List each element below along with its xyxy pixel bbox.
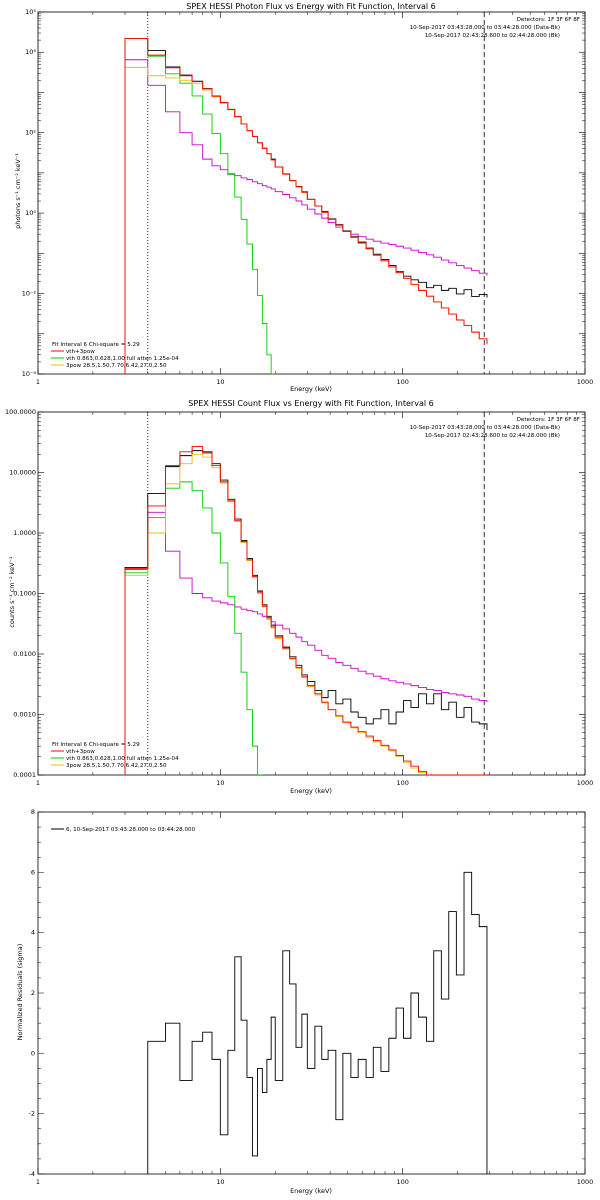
count-flux-legend: Fit Interval 6 Chi-square = 5.29 vth+3po… xyxy=(52,742,179,769)
series-vth xyxy=(124,481,263,775)
count-flux-legend-vth-3pow: vth+3pow xyxy=(66,749,95,755)
photon-flux-ylabel: photons s⁻¹ cm⁻² keV⁻¹ xyxy=(14,153,22,229)
y-tick-label: 10⁻² xyxy=(22,290,37,298)
series-6-10-sep-2017-03-43-28-000-to-03-44-28-000 xyxy=(147,871,488,1174)
x-tick-label: 1000 xyxy=(577,1178,594,1186)
count-flux-info: Detectors: 1F 3F 6F 8F 10-Sep-2017 03:43… xyxy=(410,417,580,439)
series-data xyxy=(124,37,488,374)
plot-frame xyxy=(37,11,586,375)
x-tick-label: 1 xyxy=(36,378,40,386)
photon-flux-legend-3pow: 3pow 28.5,1.50,7.70,6.42,27.0,2.50 xyxy=(66,363,167,369)
count-flux-legend-3pow: 3pow 28.5,1.50,7.70,6.42,27.0,2.50 xyxy=(66,763,167,769)
plot-frame xyxy=(37,811,586,1175)
count-flux-data-interval: 10-Sep-2017 03:43:28.000 to 03:44:28.000… xyxy=(410,425,560,431)
x-tick-label: 100 xyxy=(396,378,408,386)
photon-flux-legend-vth-3pow: vth+3pow xyxy=(66,349,95,355)
residuals-panel: Normalized Residuals (sigma) Energy (keV… xyxy=(16,827,332,1195)
residuals-xlabel: Energy (keV) xyxy=(290,1187,332,1195)
series-group xyxy=(147,871,488,1174)
series-data xyxy=(124,450,488,775)
count-flux-bk-interval: 10-Sep-2017 02:43:28.600 to 02:44:28.000… xyxy=(425,433,560,439)
residuals-legend-label: 6, 10-Sep-2017 03:43:28.000 to 03:44:28.… xyxy=(66,827,196,833)
series-background xyxy=(124,511,488,775)
residuals-ylabel: Normalized Residuals (sigma) xyxy=(16,944,24,1041)
y-tick-label: 0.1000 xyxy=(13,590,36,598)
x-tick-label: 10 xyxy=(216,1178,224,1186)
y-tick-label: 10² xyxy=(25,129,36,137)
y-tick-label: 8 xyxy=(31,808,35,816)
photon-flux-detectors: Detectors: 1F 3F 6F 8F xyxy=(517,17,580,23)
plot-1: 1 10 100 1000 0.0001 0.0010 0.0100 0.1000 1.0000… xyxy=(5,408,593,787)
x-tick-label: 1000 xyxy=(577,779,594,787)
photon-flux-legend-vth: vth 0.863,0.628,1.00 full atten 1.25e-04 xyxy=(66,356,179,362)
photon-flux-panel: SPEX HESSI Photon Flux vs Energy with Fi… xyxy=(14,2,580,393)
x-tick-label: 1 xyxy=(36,1178,40,1186)
photon-flux-legend: Fit Interval 6 Chi-square = 5.29 vth+3po… xyxy=(52,342,179,369)
y-tick-label: 10⁰ xyxy=(25,209,36,217)
count-flux-panel: SPEX HESSI Count Flux vs Energy with Fit… xyxy=(8,399,580,795)
y-tick-label: 4 xyxy=(31,929,35,937)
y-tick-label: -4 xyxy=(29,1170,35,1178)
plot-2: 1 10 100 1000 -4 -2 0 2 4 6 8 xyxy=(29,808,594,1186)
x-tick-label: 1 xyxy=(36,779,40,787)
y-tick-label: 6 xyxy=(31,868,35,876)
x-tick-label: 10 xyxy=(216,779,224,787)
x-tick-label: 10 xyxy=(216,378,224,386)
plot-frame xyxy=(37,411,586,776)
y-tick-label: 10⁻⁴ xyxy=(22,370,37,378)
series-3pow xyxy=(124,453,487,775)
series-vth xyxy=(124,37,276,374)
x-tick-label: 1000 xyxy=(577,378,594,386)
count-flux-title: SPEX HESSI Count Flux vs Energy with Fit… xyxy=(188,399,433,408)
y-tick-label: 100.0000 xyxy=(5,408,36,416)
count-flux-legend-vth: vth 0.863,0.628,1.00 full atten 1.25e-04 xyxy=(66,756,179,762)
series-group xyxy=(124,445,488,775)
residuals-legend: 6, 10-Sep-2017 03:43:28.000 to 03:44:28.… xyxy=(66,827,196,833)
photon-flux-info: Detectors: 1F 3F 6F 8F 10-Sep-2017 03:43… xyxy=(410,17,580,39)
y-tick-label: 10⁴ xyxy=(25,48,36,56)
y-tick-label: 0.0010 xyxy=(13,711,36,719)
photon-flux-title: SPEX HESSI Photon Flux vs Energy with Fi… xyxy=(186,2,436,11)
y-tick-label: 10⁵ xyxy=(25,8,36,16)
y-tick-label: 1.0000 xyxy=(13,529,36,537)
series-vth-3pow xyxy=(124,445,487,775)
count-flux-xlabel: Energy (keV) xyxy=(290,787,332,795)
plot-0: 1 10 100 1000 10⁻⁴ 10⁻² 10⁰ 10² 10⁴ 10⁵ xyxy=(22,8,594,386)
y-tick-label: 10.0000 xyxy=(9,469,36,477)
count-flux-legend-header: Fit Interval 6 Chi-square = 5.29 xyxy=(52,742,140,748)
y-tick-label: -2 xyxy=(29,1110,35,1118)
photon-flux-xlabel: Energy (keV) xyxy=(290,385,332,393)
series-group xyxy=(124,37,488,374)
series-vth-3pow xyxy=(124,37,488,374)
y-tick-label: 0 xyxy=(31,1049,35,1057)
photon-flux-data-interval: 10-Sep-2017 03:43:28.000 to 03:44:28.000… xyxy=(410,25,560,31)
series-background xyxy=(124,59,488,374)
x-tick-label: 100 xyxy=(396,1178,408,1186)
photon-flux-legend-header: Fit Interval 6 Chi-square = 5.29 xyxy=(52,342,140,348)
series-3pow xyxy=(124,66,488,374)
count-flux-ylabel: counts s⁻¹ cm⁻² keV⁻¹ xyxy=(8,556,16,628)
y-tick-label: 0.0001 xyxy=(13,771,36,779)
x-tick-label: 100 xyxy=(396,779,408,787)
y-tick-label: 2 xyxy=(31,989,35,997)
photon-flux-bk-interval: 10-Sep-2017 02:43:28.600 to 02:44:28.000… xyxy=(425,33,560,39)
y-tick-label: 0.0100 xyxy=(13,650,36,658)
count-flux-detectors: Detectors: 1F 3F 6F 8F xyxy=(517,417,580,423)
